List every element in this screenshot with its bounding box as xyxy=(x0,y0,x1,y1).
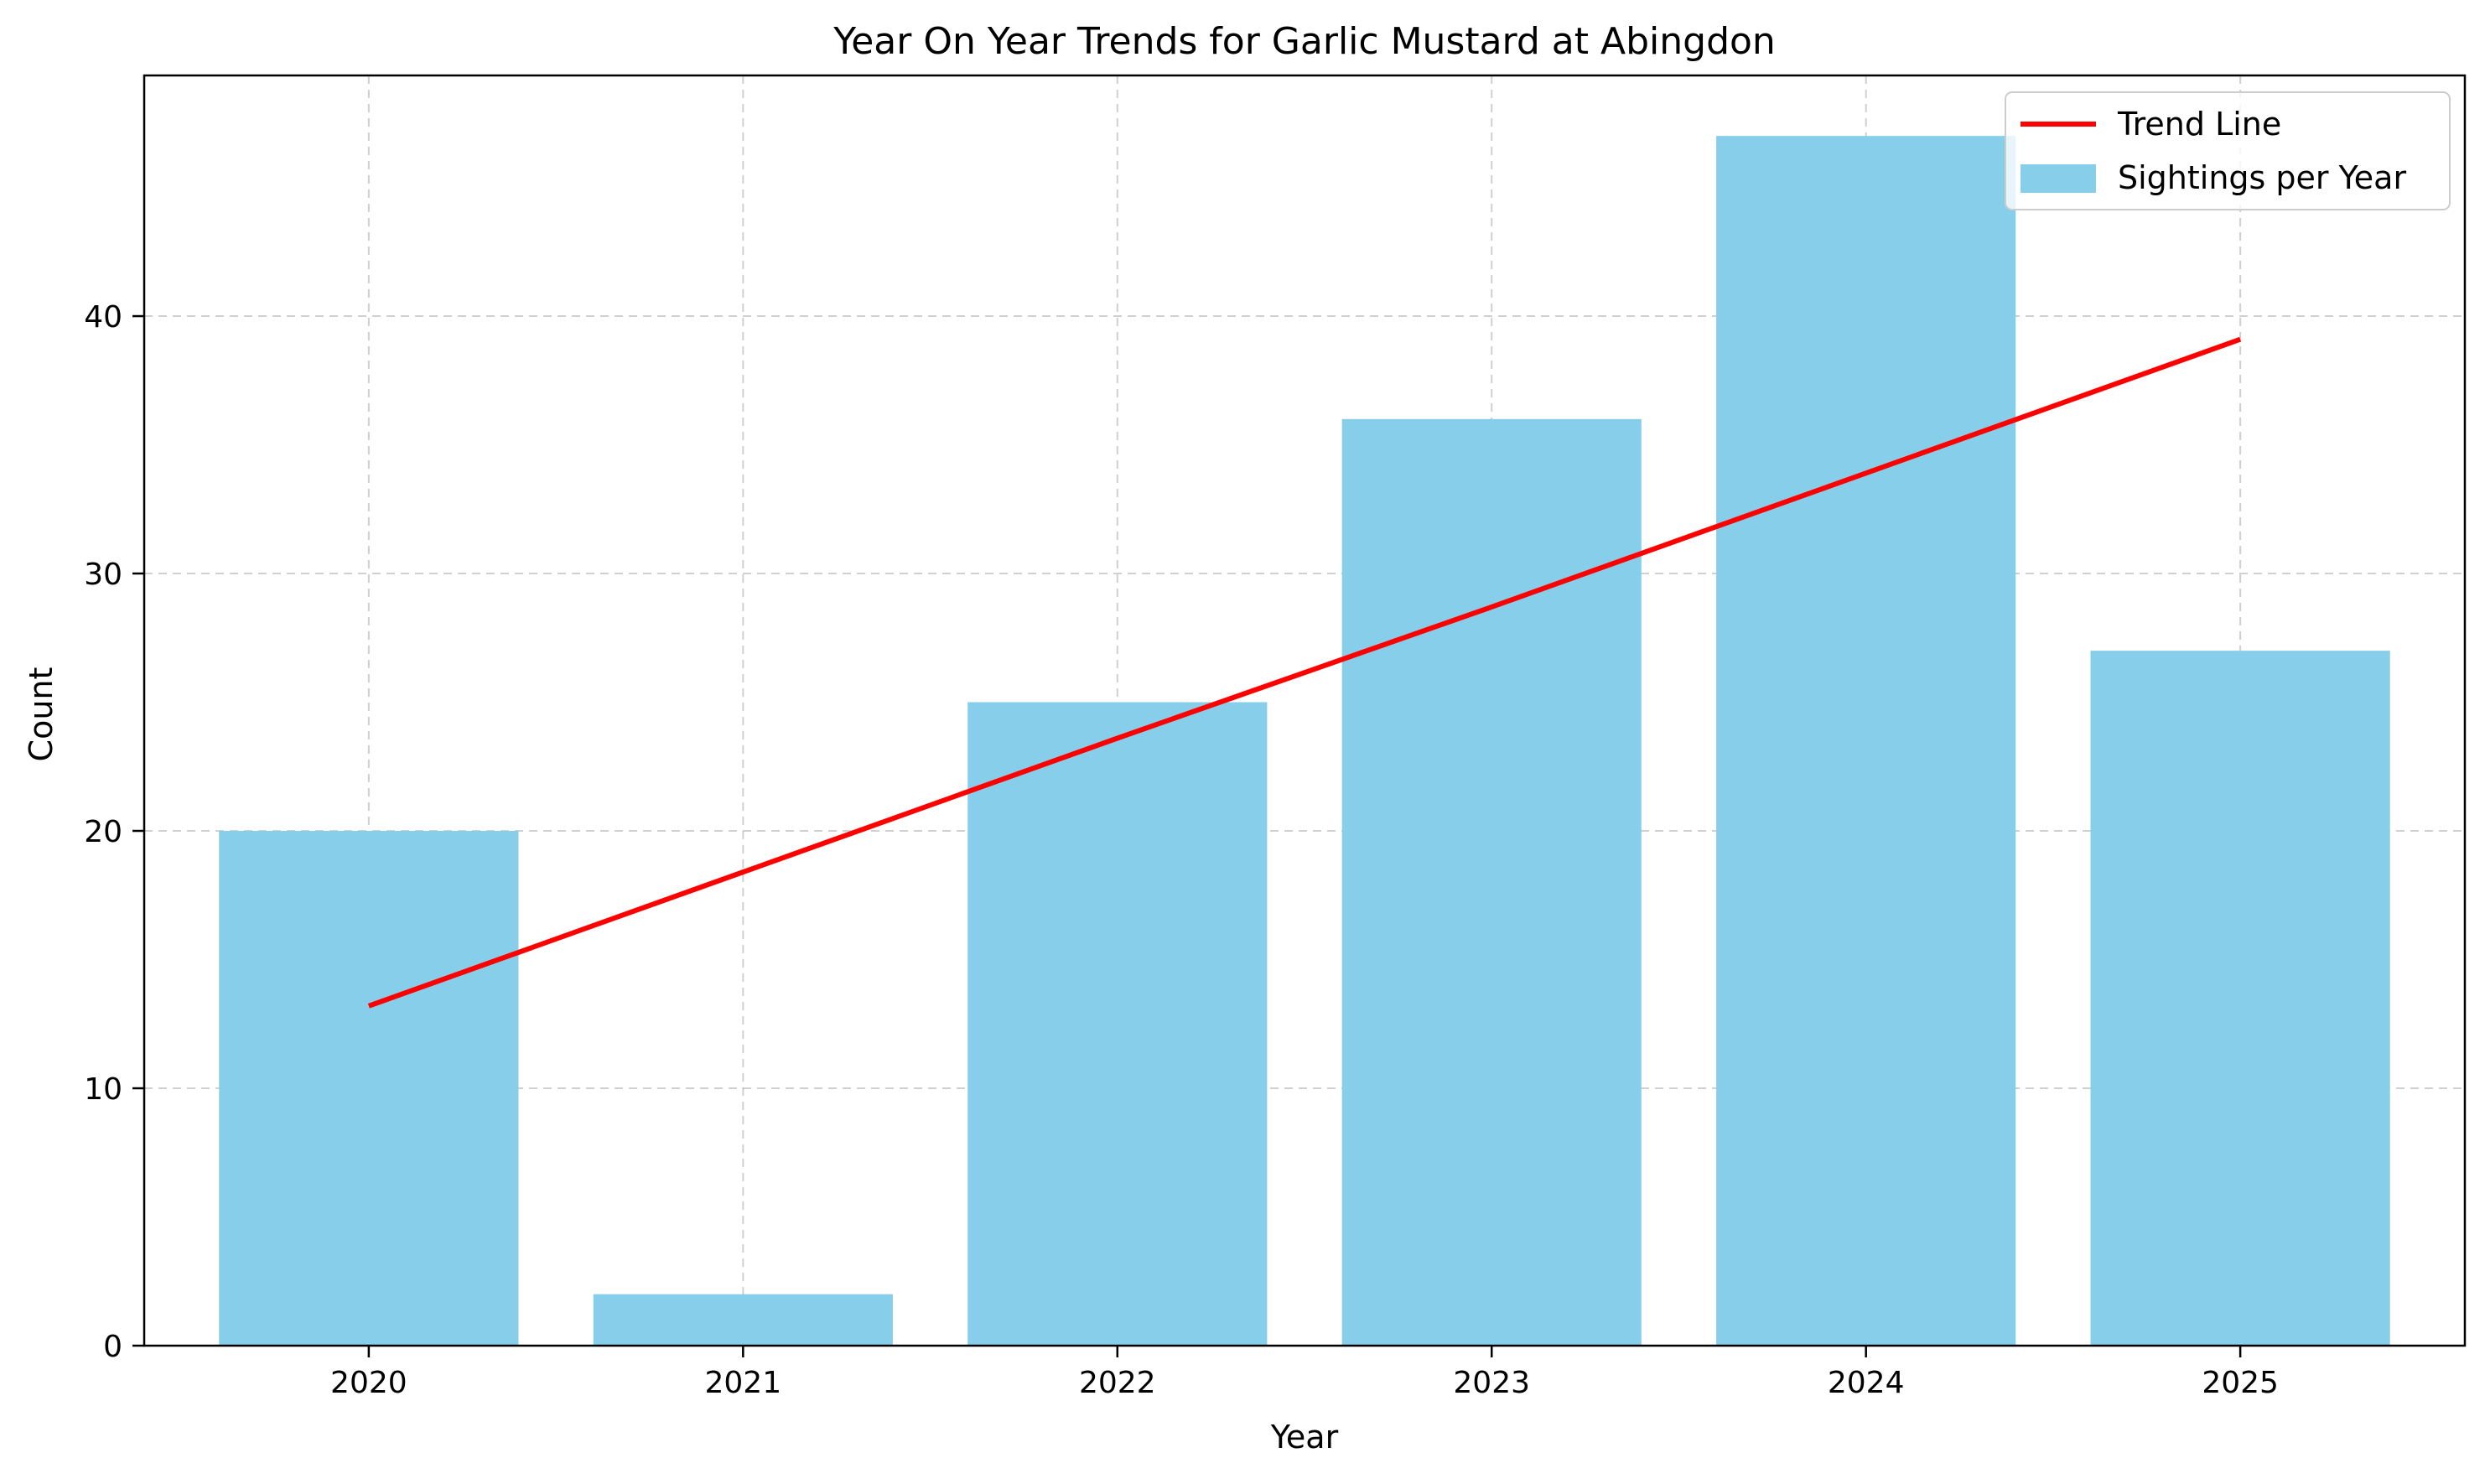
x-tick-label: 2024 xyxy=(1828,1366,1905,1400)
x-tick-label: 2020 xyxy=(330,1366,407,1400)
legend-box xyxy=(2005,91,2451,210)
y-tick-label: 40 xyxy=(84,300,122,335)
x-tick-label: 2025 xyxy=(2202,1366,2279,1400)
legend: Trend Line Sightings per Year xyxy=(2005,91,2451,210)
legend-sightings-label: Sightings per Year xyxy=(2118,159,2406,196)
y-tick-label: 20 xyxy=(84,815,122,849)
x-tick-label: 2023 xyxy=(1453,1366,1530,1400)
y-tick-label: 0 xyxy=(103,1330,122,1364)
plot-frame xyxy=(143,74,2467,1347)
y-tick-label: 10 xyxy=(84,1072,122,1107)
trend-line xyxy=(367,336,2242,1009)
bar-2025 xyxy=(2090,651,2390,1346)
legend-sightings-swatch xyxy=(2021,164,2096,193)
x-tick-label: 2021 xyxy=(705,1366,782,1400)
x-tick-label: 2022 xyxy=(1079,1366,1156,1400)
chart-title: Year On Year Trends for Garlic Mustard a… xyxy=(833,20,1776,63)
bar-2023 xyxy=(1341,418,1642,1346)
bar-2024 xyxy=(1716,136,2016,1346)
bar-2020 xyxy=(219,831,519,1346)
y-axis-label: Count xyxy=(23,667,60,762)
line-layer xyxy=(367,336,2242,1009)
tick-layer: 2020 2021 2022 2023 2024 2025 0 10 20 30 40 xyxy=(84,300,2279,1400)
x-axis-label: Year xyxy=(1270,1419,1339,1455)
bar-2022 xyxy=(967,702,1268,1346)
legend-trend-line-label: Trend Line xyxy=(2117,106,2281,143)
bar-2021 xyxy=(593,1294,893,1346)
bar-layer xyxy=(219,136,2390,1346)
y-tick-label: 30 xyxy=(84,558,122,592)
